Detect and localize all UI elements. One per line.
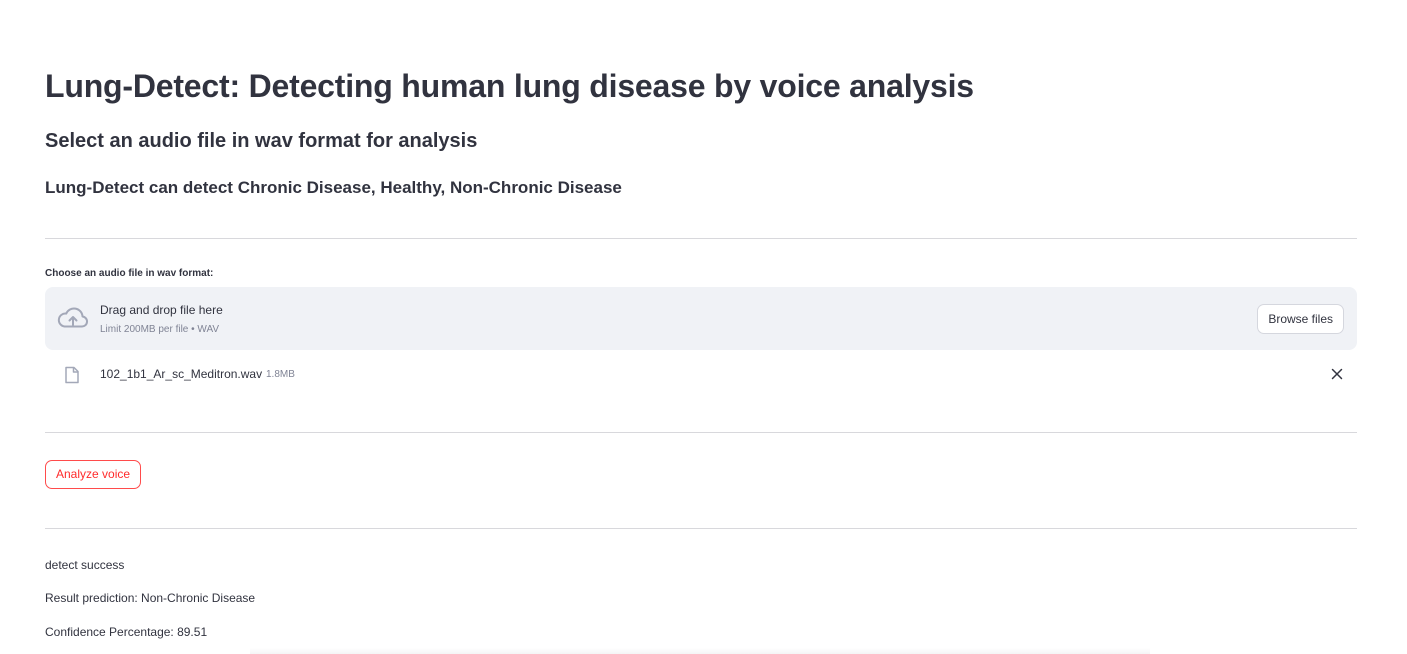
page-description: Lung-Detect can detect Chronic Disease, … <box>45 178 622 197</box>
dropzone-instructions: Drag and drop file here <box>100 303 223 317</box>
page-subtitle: Select an audio file in wav format for a… <box>45 130 478 152</box>
divider <box>45 528 1357 529</box>
uploader-label: Choose an audio file in wav format: <box>45 268 214 279</box>
detect-status-text: detect success <box>45 558 125 572</box>
file-dropzone[interactable]: Drag and drop file here Limit 200MB per … <box>45 287 1357 350</box>
bottom-fade <box>250 648 1150 654</box>
file-icon <box>65 366 79 384</box>
result-prediction-text: Result prediction: Non-Chronic Disease <box>45 591 256 605</box>
cloud-upload-icon <box>57 307 89 328</box>
uploaded-file-row: 102_1b1_Ar_sc_Meditron.wav 1.8MB <box>45 362 1357 388</box>
close-icon[interactable] <box>1331 368 1343 380</box>
divider <box>45 432 1357 433</box>
dropzone-limit-text: Limit 200MB per file • WAV <box>100 324 220 335</box>
analyze-voice-button[interactable]: Analyze voice <box>45 460 142 489</box>
browse-files-button[interactable]: Browse files <box>1257 304 1344 334</box>
divider <box>45 238 1357 239</box>
uploaded-file-size: 1.8MB <box>266 369 295 380</box>
page-title: Lung-Detect: Detecting human lung diseas… <box>45 68 974 104</box>
confidence-percentage-text: Confidence Percentage: 89.51 <box>45 625 208 639</box>
uploaded-file-name: 102_1b1_Ar_sc_Meditron.wav <box>100 367 263 381</box>
